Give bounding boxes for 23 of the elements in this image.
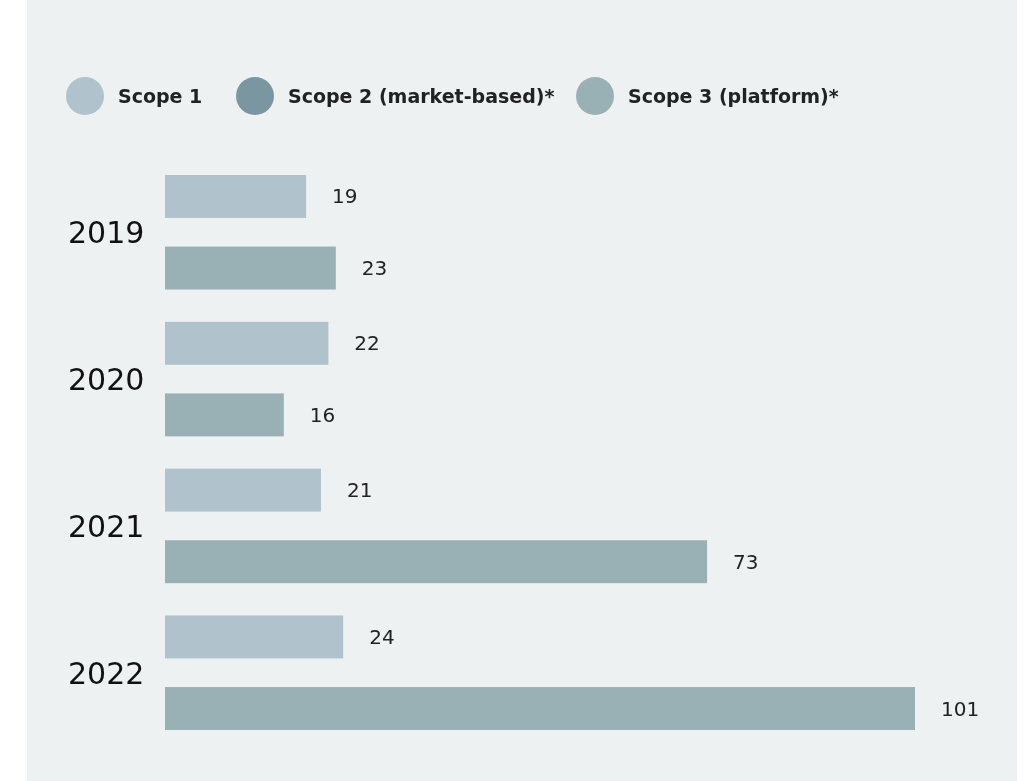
data-label: 16 (309, 402, 336, 427)
data-label: 19 (332, 184, 358, 209)
bar (165, 540, 708, 584)
bar (165, 468, 321, 512)
bar (165, 175, 307, 218)
y-tick-label: 2019 (68, 215, 145, 251)
bar (165, 321, 329, 365)
data-label: 21 (346, 478, 373, 503)
data-label: 101 (941, 696, 980, 721)
bar (165, 246, 336, 290)
data-label: 24 (369, 624, 395, 649)
y-tick-label: 2022 (68, 655, 145, 691)
legend-label: Scope 1 (118, 85, 203, 107)
bar (165, 615, 344, 659)
data-label: 22 (354, 331, 380, 356)
y-tick-label: 2021 (68, 508, 145, 544)
legend-label: Scope 3 (platform)* (628, 85, 839, 107)
data-label: 23 (361, 256, 388, 281)
legend-label: Scope 2 (market-based)* (288, 85, 555, 107)
y-tick-label: 2020 (68, 362, 145, 398)
bar (165, 393, 284, 437)
data-label: 73 (733, 549, 759, 574)
bar (165, 687, 915, 730)
